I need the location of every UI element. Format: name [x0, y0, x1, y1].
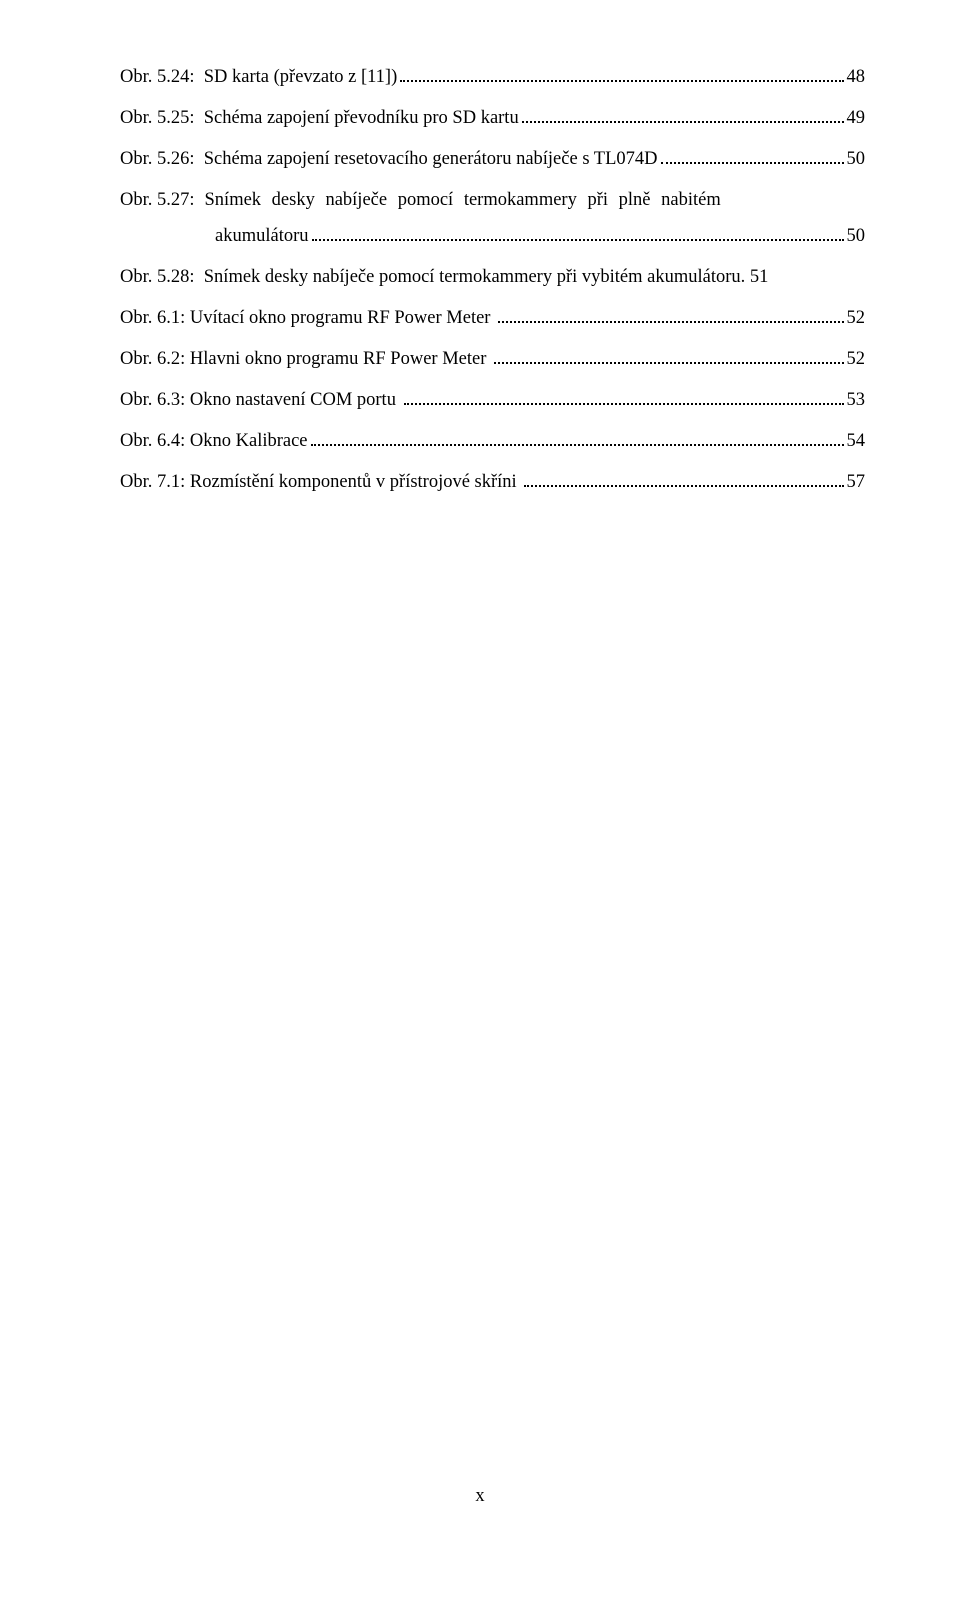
entry-page: 48: [847, 60, 866, 95]
entry-page: 51: [750, 260, 769, 295]
toc-entry: Obr. 5.26: Schéma zapojení resetovacího …: [120, 142, 865, 177]
toc-entry: Obr. 5.25: Schéma zapojení převodníku pr…: [120, 101, 865, 136]
entry-desc: Schéma zapojení resetovacího generátoru …: [204, 142, 658, 177]
leader-dots: [494, 345, 844, 364]
entry-desc: Okno Kalibrace: [190, 424, 308, 459]
entry-gap: [486, 342, 491, 377]
leader-dots: [400, 63, 843, 82]
entry-label: Obr. 5.24:: [120, 60, 195, 95]
toc-entry: Obr. 5.24: SD karta (převzato z [11]) 48: [120, 60, 865, 95]
entry-desc-line2: akumulátoru: [215, 219, 309, 254]
entry-page: 54: [847, 424, 866, 459]
leader-dots: [498, 304, 843, 323]
toc-entry: Obr. 6.1: Uvítací okno programu RF Power…: [120, 301, 865, 336]
entry-label: Obr. 5.28:: [120, 260, 195, 295]
entry-label: Obr. 6.3:: [120, 383, 185, 418]
page-number-footer: x: [0, 1479, 960, 1514]
entry-desc: Snímek desky nabíječe pomocí termokammer…: [204, 260, 741, 295]
entry-label: Obr. 5.27:: [120, 183, 205, 218]
entry-desc: SD karta (převzato z [11]): [204, 60, 397, 95]
entry-desc: Hlavni okno programu RF Power Meter: [190, 342, 486, 377]
entry-page: 49: [847, 101, 866, 136]
toc-entry: Obr. 6.3: Okno nastavení COM portu 53: [120, 383, 865, 418]
entry-label: Obr. 6.4:: [120, 424, 185, 459]
toc-entry: Obr. 6.4: Okno Kalibrace 54: [120, 424, 865, 459]
leader-dots: [522, 105, 844, 124]
entry-desc: Schéma zapojení převodníku pro SD kartu: [204, 101, 519, 136]
leader-dots: [311, 428, 844, 447]
entry-label: Obr. 6.2:: [120, 342, 185, 377]
toc-entry: Obr. 5.28: Snímek desky nabíječe pomocí …: [120, 260, 865, 295]
entry-desc: Rozmístění komponentů v přístrojové skří…: [190, 465, 517, 500]
leader-dots: [661, 146, 844, 165]
entry-page: 50: [847, 219, 866, 254]
entry-label: Obr. 5.26:: [120, 142, 195, 177]
leader-dots: [312, 222, 844, 241]
entry-gap: [195, 60, 204, 95]
entry-label: Obr. 5.25:: [120, 101, 195, 136]
toc-entry: Obr. 6.2: Hlavni okno programu RF Power …: [120, 342, 865, 377]
toc-entry: Obr. 7.1: Rozmístění komponentů v přístr…: [120, 465, 865, 500]
entry-label: Obr. 6.1:: [120, 301, 185, 336]
entry-page: 53: [847, 383, 866, 418]
entry-gap: [517, 465, 522, 500]
entry-gap: [490, 301, 495, 336]
entry-gap: [396, 383, 401, 418]
entry-label: Obr. 7.1:: [120, 465, 185, 500]
toc-entry: Obr. 5.27: Snímek desky nabíječe pomocí …: [120, 183, 865, 253]
leader-dots: [524, 469, 843, 488]
entry-desc: Okno nastavení COM portu: [190, 383, 396, 418]
entry-desc-line1: Snímek desky nabíječe pomocí termokammer…: [205, 183, 865, 218]
toc-page: Obr. 5.24: SD karta (převzato z [11]) 48…: [0, 0, 960, 501]
leader-dots: [404, 386, 844, 405]
entry-page: 52: [847, 342, 866, 377]
entry-gap: .: [741, 260, 750, 295]
entry-page: 52: [847, 301, 866, 336]
entry-gap: [195, 260, 204, 295]
entry-gap: [195, 101, 204, 136]
entry-page: 50: [847, 142, 866, 177]
entry-page: 57: [847, 465, 866, 500]
entry-desc: Uvítací okno programu RF Power Meter: [190, 301, 491, 336]
entry-gap: [195, 142, 204, 177]
